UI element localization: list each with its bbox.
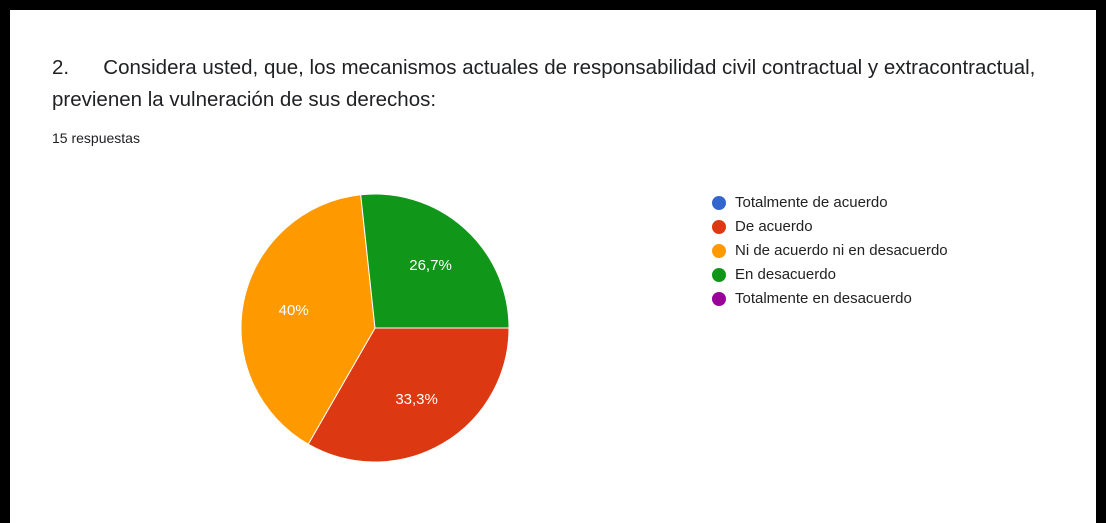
legend-swatch bbox=[712, 292, 726, 306]
legend-label: Totalmente en desacuerdo bbox=[735, 290, 912, 307]
slice-label: 26,7% bbox=[409, 257, 452, 274]
pie-slice bbox=[307, 327, 510, 463]
chart-title: 2. Considera usted, que, los mecanismos … bbox=[52, 56, 1042, 111]
legend-label: De acuerdo bbox=[735, 218, 813, 235]
legend-swatch bbox=[712, 196, 726, 210]
response-count: 15 respuestas bbox=[52, 130, 140, 146]
pie-slice bbox=[240, 194, 376, 445]
legend-label: En desacuerdo bbox=[735, 266, 836, 283]
legend-label: Totalmente de acuerdo bbox=[735, 194, 888, 211]
slice-label: 40% bbox=[279, 302, 309, 319]
pie-slice bbox=[360, 193, 510, 329]
slice-label: 33,3% bbox=[395, 391, 438, 408]
legend-swatch bbox=[712, 244, 726, 258]
legend-swatch bbox=[712, 268, 726, 282]
legend-swatch bbox=[712, 220, 726, 234]
legend-label: Ni de acuerdo ni en desacuerdo bbox=[735, 242, 948, 259]
